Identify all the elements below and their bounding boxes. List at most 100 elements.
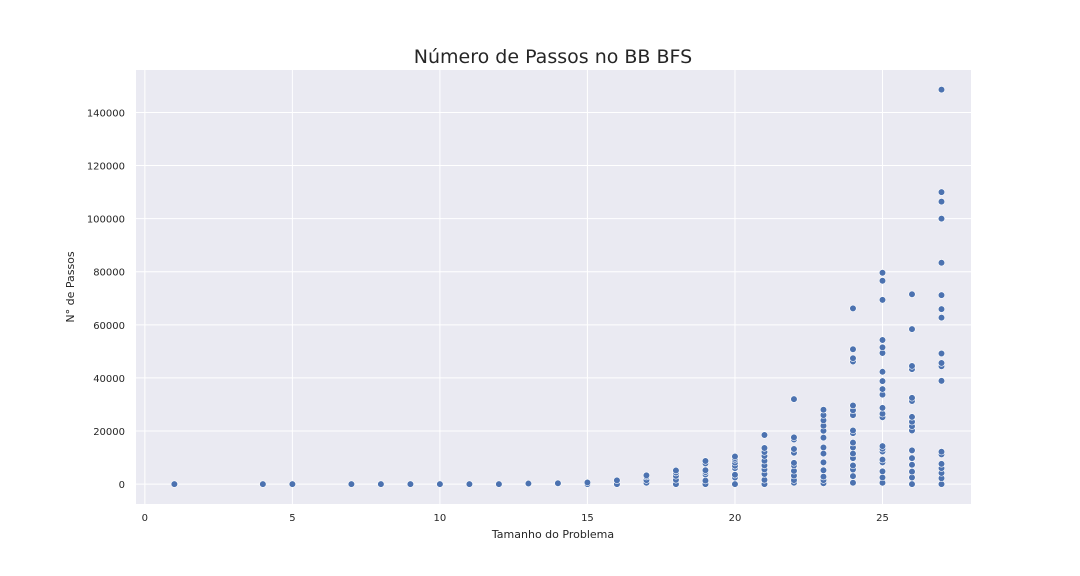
data-point [790,395,798,403]
data-point [170,480,178,488]
y-tick-label: 20000 [93,427,125,438]
data-point [878,336,887,344]
y-tick-label: 80000 [93,268,125,279]
data-point [554,479,562,487]
data-point [908,461,916,469]
data-point [937,460,946,468]
data-point [819,443,828,452]
data-point [908,413,916,421]
data-point [937,86,946,94]
y-tick-label: 120000 [87,162,125,173]
y-tick-label: 0 [119,480,125,491]
data-point [849,426,857,435]
data-point [908,468,916,476]
data-point [937,359,946,367]
plot-background [136,70,971,504]
data-point [406,480,414,488]
data-point [878,277,887,285]
x-tick-label: 0 [142,513,148,524]
data-point [878,296,887,304]
data-point [878,377,887,385]
data-point [937,291,946,299]
data-point [819,473,828,481]
data-point [849,439,857,447]
data-point [849,345,857,353]
x-tick-label: 5 [289,513,295,524]
data-point [701,466,710,474]
data-points [170,86,946,488]
data-point [878,473,887,482]
data-point [790,445,798,453]
y-axis-label: N° de Passos [64,251,77,323]
data-point [878,467,887,475]
data-point [908,480,916,488]
data-point [819,434,828,442]
y-tick-label: 60000 [93,321,125,332]
data-point [878,385,887,393]
data-point [908,454,916,462]
data-point [790,459,798,467]
data-point [465,480,474,488]
data-point [347,480,355,488]
data-point [849,449,857,458]
y-tick-label: 140000 [87,108,125,119]
x-axis-ticks: 0 5 10 15 20 25 [142,513,889,524]
data-point [849,304,857,312]
data-point [583,478,592,487]
data-point [731,471,739,479]
data-point [790,433,798,441]
x-tick-label: 25 [876,513,889,524]
data-point [937,188,946,196]
data-point [849,401,857,410]
data-point [819,449,828,458]
data-point [377,480,385,488]
data-point [701,477,710,485]
data-point [878,456,887,464]
data-point [849,461,857,470]
data-point [613,476,621,484]
chart-title: Número de Passos no BB BFS [414,46,692,68]
data-point [731,452,739,461]
grid [136,70,971,504]
data-point [908,446,916,454]
data-point [819,466,828,474]
data-point [908,362,916,370]
data-point [937,215,946,223]
data-point [524,479,533,488]
data-point [937,305,946,313]
data-point [495,480,503,488]
data-point [672,466,680,475]
data-point [908,394,916,402]
data-point [937,314,946,322]
data-point [937,198,946,206]
data-point [701,457,710,465]
data-point [849,479,857,487]
data-point [878,343,887,351]
data-point [288,480,296,488]
data-point [642,471,651,479]
x-axis-label: Tamanho do Problema [491,528,614,541]
data-point [849,354,857,362]
data-point [436,480,444,488]
x-tick-label: 10 [434,513,447,524]
x-tick-label: 20 [729,513,742,524]
data-point [937,448,946,456]
y-axis-ticks: 0 20000 40000 60000 80000 100000 120000 140000 [87,108,125,491]
data-point [878,404,887,412]
data-point [259,480,267,488]
data-point [731,480,739,488]
data-point [878,269,887,277]
data-point [760,431,769,439]
data-point [937,377,946,385]
data-point [937,259,946,267]
data-point [878,442,887,450]
y-tick-label: 40000 [93,374,125,385]
x-tick-label: 15 [581,513,594,524]
data-point [908,290,916,298]
data-point [878,368,887,376]
data-point [937,349,946,358]
y-tick-label: 100000 [87,215,125,226]
data-point [819,458,828,466]
data-point [819,406,828,414]
